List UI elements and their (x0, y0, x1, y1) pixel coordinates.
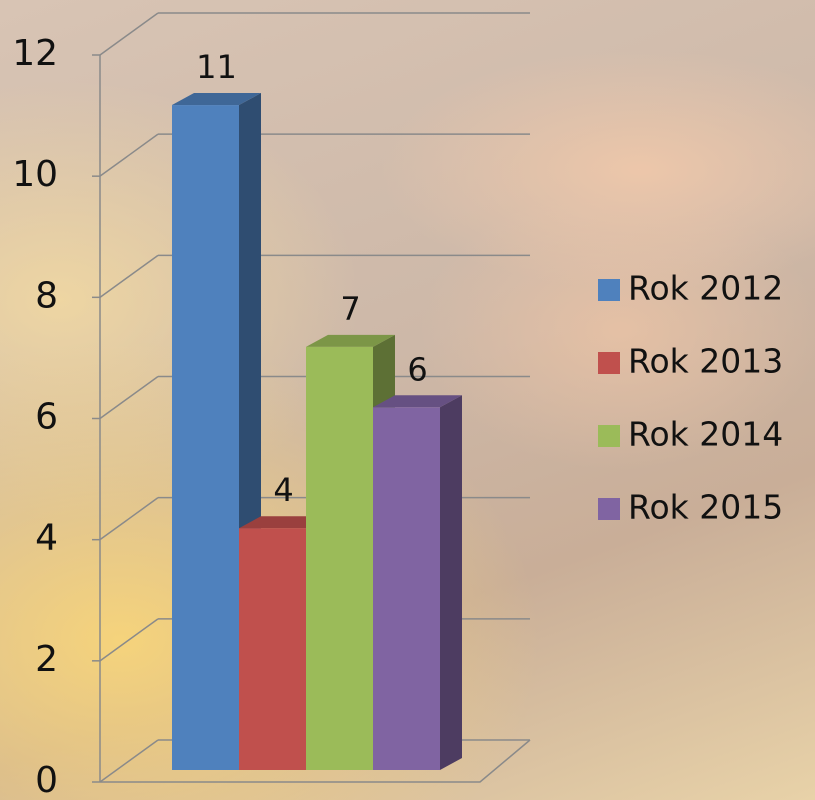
legend-label: Rok 2015 (628, 488, 783, 527)
data-label: 6 (407, 350, 427, 388)
grid-line (100, 377, 158, 419)
y-tick-label: 8 (35, 275, 58, 316)
legend-label: Rok 2012 (628, 269, 783, 308)
bar-side (440, 395, 462, 770)
bar (239, 528, 306, 770)
bar (373, 407, 440, 770)
grid-line (100, 255, 158, 297)
data-label: 7 (340, 290, 360, 328)
data-label: 4 (273, 471, 293, 509)
grid-line (100, 498, 158, 540)
y-tick-label: 4 (35, 518, 58, 559)
grid-line (100, 13, 158, 55)
y-tick-label: 6 (35, 397, 58, 438)
legend-swatch (598, 498, 620, 520)
bar (172, 105, 239, 770)
legend-swatch (598, 279, 620, 301)
chart: 0 2 4 6 8 10 12 11 4 7 6 Rok 2012 Rok 2013 Rok 2014 Ro… (0, 0, 815, 800)
y-tick-label: 2 (35, 639, 58, 680)
grid-line (100, 134, 158, 176)
grid-line (100, 619, 158, 661)
y-tick-label: 12 (12, 33, 58, 74)
legend-label: Rok 2014 (628, 415, 783, 454)
legend-swatch (598, 425, 620, 447)
y-tick-label: 10 (12, 154, 58, 195)
bar (306, 347, 373, 770)
data-label: 11 (196, 48, 237, 86)
y-tick-label: 0 (35, 760, 58, 800)
legend-swatch (598, 352, 620, 374)
grid-line (100, 740, 158, 782)
legend-label: Rok 2013 (628, 342, 783, 381)
page: {"chart_data": {"type": "bar3d", "catego… (0, 0, 815, 800)
